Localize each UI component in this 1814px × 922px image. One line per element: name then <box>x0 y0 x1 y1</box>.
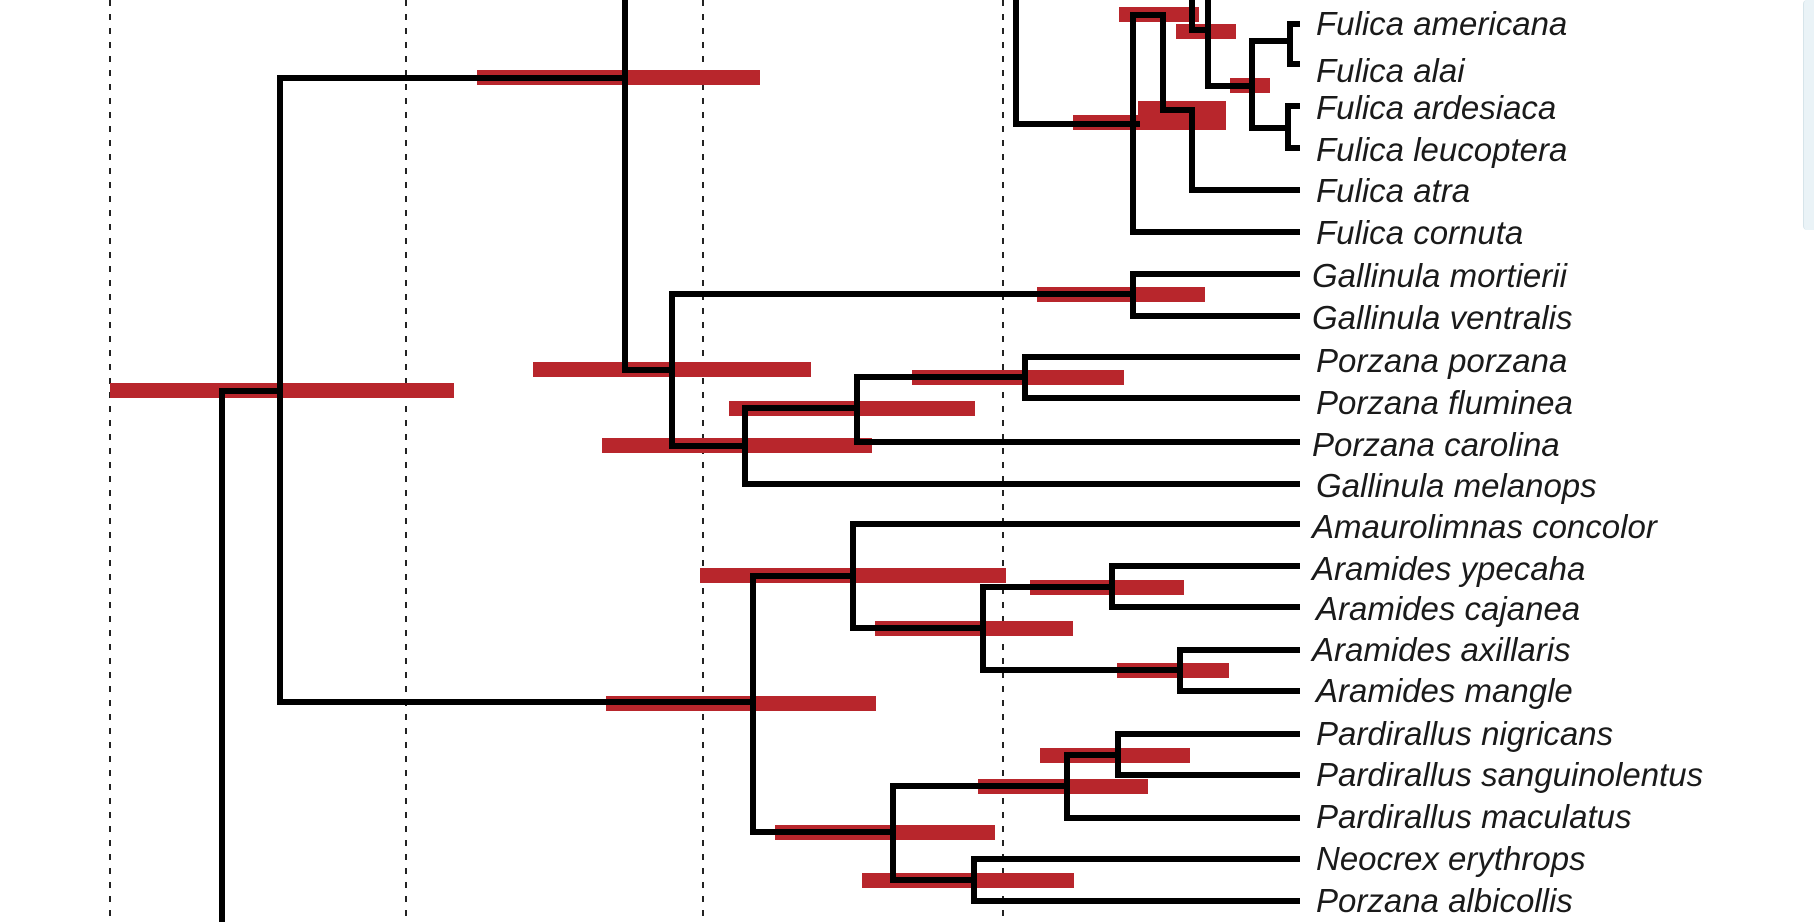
side-panel-edge <box>1803 0 1814 230</box>
taxon-label: Fulica americana <box>1316 5 1567 42</box>
branch <box>1287 21 1300 44</box>
taxon-label: Fulica alai <box>1316 52 1466 89</box>
taxon-label: Aramides ypecaha <box>1310 550 1585 587</box>
branch <box>1287 38 1300 67</box>
taxon-label: Fulica atra <box>1316 172 1470 209</box>
taxon-label: Gallinula melanops <box>1316 467 1597 504</box>
branch <box>1013 0 1140 127</box>
tree-branches <box>219 0 1300 922</box>
taxon-label: Aramides mangle <box>1314 672 1573 709</box>
taxon-label: Porzana albicollis <box>1316 882 1573 919</box>
taxon-label: Fulica ardesiaca <box>1316 89 1556 126</box>
taxon-label: Porzana porzana <box>1316 342 1567 379</box>
taxon-label: Aramides cajanea <box>1314 590 1580 627</box>
taxon-label: Gallinula mortierii <box>1312 257 1569 294</box>
branch <box>1285 103 1300 131</box>
taxon-label: Aramides axillaris <box>1310 631 1571 668</box>
taxon-label: Gallinula ventralis <box>1312 299 1572 336</box>
branch <box>1189 107 1300 193</box>
taxon-label: Fulica cornuta <box>1316 214 1523 251</box>
taxon-label: Porzana fluminea <box>1316 384 1573 421</box>
time-gridlines <box>109 0 1004 922</box>
taxon-label: Amaurolimnas concolor <box>1310 508 1659 545</box>
taxon-label: Neocrex erythrops <box>1316 840 1586 877</box>
branch <box>1189 0 1211 33</box>
branch <box>1285 125 1300 151</box>
taxon-label: Porzana carolina <box>1312 426 1560 463</box>
taxon-label: Pardirallus maculatus <box>1316 798 1631 835</box>
tip-labels: Fulica americana Fulica alai Fulica arde… <box>1310 5 1703 919</box>
taxon-label: Fulica leucoptera <box>1316 131 1567 168</box>
taxon-label: Pardirallus sanguinolentus <box>1316 756 1703 793</box>
taxon-label: Pardirallus nigricans <box>1316 715 1613 752</box>
branch <box>1205 0 1255 89</box>
